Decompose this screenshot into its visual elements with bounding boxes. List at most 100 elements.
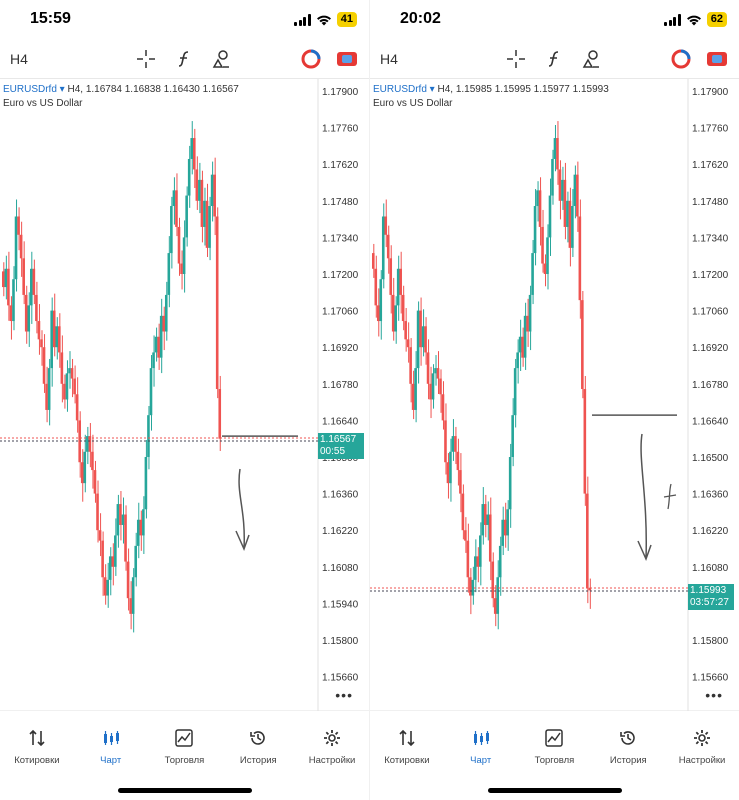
more-options-icon[interactable]: ••• [705,687,723,703]
nav-item-0[interactable]: Котировки [370,727,444,777]
nav-item-3[interactable]: История [591,727,665,777]
candle [78,411,81,478]
nav-item-4[interactable]: Настройки [665,727,739,777]
candle [419,297,422,366]
y-axis-label: 1.17900 [322,87,359,98]
y-axis-label: 1.16780 [692,380,729,391]
candle [571,189,574,258]
price-chart[interactable]: 1.17900 1.17760 1.17620 1.17480 1.17340 1.172… [370,78,739,711]
nav-label: Котировки [14,755,60,766]
handwritten-arrow-down [235,468,250,552]
candle [464,517,467,553]
objects-icon[interactable] [210,48,232,70]
settings-icon [321,727,343,749]
candle [384,199,388,248]
home-indicator[interactable] [118,788,252,793]
symbol-name[interactable]: EURUSDrfd [3,84,57,95]
candle [483,494,487,538]
trading-signals-icon[interactable] [670,48,692,70]
candle [136,502,140,559]
trading-signals-icon[interactable] [300,48,322,70]
nav-label: Настройки [308,755,356,766]
candle [523,302,527,370]
candle [7,251,10,321]
timeframe-button[interactable]: H4 [10,51,28,67]
nav-item-4[interactable]: Настройки [295,727,369,777]
candle [431,364,435,409]
y-axis-label: 1.15660 [692,673,729,684]
nav-item-1[interactable]: Чарт [444,727,518,777]
nav-item-1[interactable]: Чарт [74,727,148,777]
candle [205,183,209,258]
symbol-name[interactable]: EURUSDrfd [373,84,427,95]
settings-icon [691,727,713,749]
candle [164,281,168,341]
candle [175,173,178,237]
candle-timer: 03:57:27 [690,596,729,608]
cellular-signal-icon [664,13,681,26]
indicator-icon[interactable] [543,48,565,70]
candle [24,285,28,344]
y-axis-label: 1.15800 [692,636,729,647]
chat-icon[interactable] [336,48,358,70]
candle [553,124,557,172]
candle [491,552,495,608]
candlestick-chart[interactable]: 1.17900 1.17760 1.17620 1.17480 1.17340 1.172… [370,79,739,711]
indicator-icon[interactable] [173,48,195,70]
nav-item-2[interactable]: Торговля [518,727,592,777]
candle [68,351,71,389]
crosshair-icon[interactable] [135,48,157,70]
candle [531,240,534,305]
candle [106,562,110,608]
candle [121,497,125,544]
screenshot-panel-right: 20:02 62 H4 1.17900 1.17760 1.17620 1.17480… [370,0,739,800]
candle [526,298,529,347]
y-axis-label: 1.17340 [322,233,359,244]
nav-item-2[interactable]: Торговля [148,727,222,777]
candle [446,453,450,499]
candle [406,322,410,363]
candlestick-chart[interactable]: 1.17900 1.17760 1.17620 1.17480 1.17340 1.172… [0,79,369,711]
candle [449,438,452,502]
candle [414,351,417,423]
home-indicator[interactable] [488,788,622,793]
candle [111,543,115,586]
symbol-description: Euro vs US Dollar [3,98,83,109]
candle [35,281,38,334]
chart-icon [100,727,122,749]
candle [513,358,517,428]
candle [576,161,579,232]
y-axis-label: 1.17480 [322,197,359,208]
nav-item-0[interactable]: Котировки [0,727,74,777]
candle [586,476,589,604]
crosshair-icon[interactable] [505,48,527,70]
nav-label: Настройки [678,755,726,766]
candle [551,149,554,205]
chat-icon[interactable] [706,48,728,70]
nav-item-3[interactable]: История [221,727,295,777]
candle [93,460,97,503]
y-axis-label: 1.16080 [692,563,729,574]
candle [501,506,505,556]
candle [30,251,33,324]
candle [533,189,537,266]
candle [192,128,196,188]
more-options-icon[interactable]: ••• [335,687,353,703]
candle [372,243,375,278]
history-icon [247,727,269,749]
price-chart[interactable]: 1.17900 1.17760 1.17620 1.17480 1.17340 1.172… [0,78,369,711]
candle [381,203,385,289]
candle [543,254,547,287]
ohlc-values: H4, 1.15985 1.15995 1.15977 1.15993 [437,84,609,95]
candle [177,217,181,276]
candle [429,366,432,419]
candle [424,317,427,365]
candle [172,177,176,225]
objects-icon[interactable] [580,48,602,70]
candle [190,121,194,175]
handwritten-arrow-down [637,433,652,562]
status-bar: 20:02 62 [370,0,739,40]
candle [60,335,64,403]
timeframe-button[interactable]: H4 [380,51,398,67]
candle [162,306,166,351]
